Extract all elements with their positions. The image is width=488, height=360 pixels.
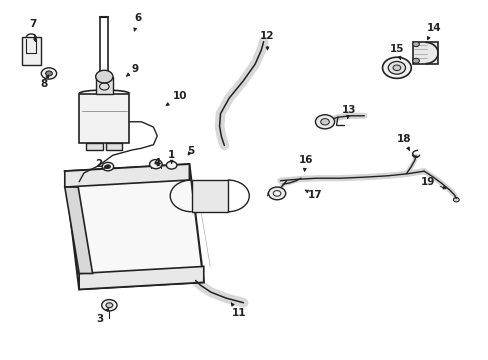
Polygon shape	[79, 266, 203, 289]
Circle shape	[149, 159, 162, 169]
Bar	[86, 143, 103, 150]
Circle shape	[166, 161, 177, 169]
Text: 19: 19	[420, 177, 445, 189]
Text: 18: 18	[396, 134, 410, 150]
Circle shape	[387, 62, 405, 74]
Text: 9: 9	[126, 64, 139, 76]
Bar	[79, 94, 129, 143]
Text: 10: 10	[166, 91, 187, 105]
Circle shape	[106, 303, 112, 308]
Bar	[412, 42, 437, 64]
Circle shape	[96, 70, 113, 83]
Text: 2: 2	[95, 159, 107, 169]
Polygon shape	[64, 187, 92, 274]
Circle shape	[105, 165, 110, 168]
Circle shape	[412, 58, 419, 63]
Bar	[96, 77, 113, 94]
Circle shape	[315, 115, 334, 129]
Bar	[191, 180, 227, 212]
Text: 11: 11	[231, 303, 245, 318]
Circle shape	[392, 65, 400, 71]
Circle shape	[382, 57, 410, 78]
Circle shape	[45, 71, 52, 76]
Text: 3: 3	[96, 309, 108, 324]
Text: 16: 16	[298, 154, 312, 171]
Text: 5: 5	[187, 146, 194, 156]
Text: 8: 8	[41, 75, 48, 89]
Polygon shape	[21, 37, 41, 66]
Bar	[105, 143, 122, 150]
Circle shape	[41, 68, 57, 79]
Polygon shape	[64, 164, 203, 289]
Text: 14: 14	[426, 23, 440, 40]
Circle shape	[268, 187, 285, 200]
Text: 17: 17	[305, 190, 322, 200]
Text: 13: 13	[341, 105, 355, 118]
Circle shape	[412, 42, 419, 47]
Text: 15: 15	[389, 44, 403, 59]
Text: 6: 6	[134, 13, 142, 31]
Text: 4: 4	[153, 158, 161, 168]
Text: 12: 12	[260, 31, 274, 50]
Circle shape	[320, 118, 328, 125]
Text: 1: 1	[168, 150, 175, 163]
Polygon shape	[64, 164, 189, 187]
Circle shape	[102, 300, 117, 311]
Circle shape	[102, 162, 113, 171]
Text: 7: 7	[29, 19, 36, 41]
